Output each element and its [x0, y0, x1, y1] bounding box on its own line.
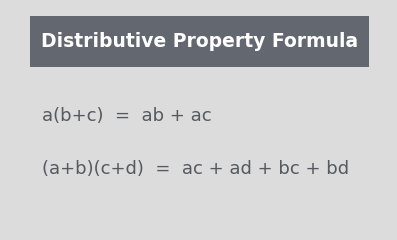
Text: Distributive Property Formula: Distributive Property Formula	[41, 32, 358, 51]
Text: (a+b)(c+d)  =  ac + ad + bc + bd: (a+b)(c+d) = ac + ad + bc + bd	[42, 160, 349, 178]
Text: a(b+c)  =  ab + ac: a(b+c) = ab + ac	[42, 107, 211, 125]
FancyBboxPatch shape	[30, 16, 369, 67]
